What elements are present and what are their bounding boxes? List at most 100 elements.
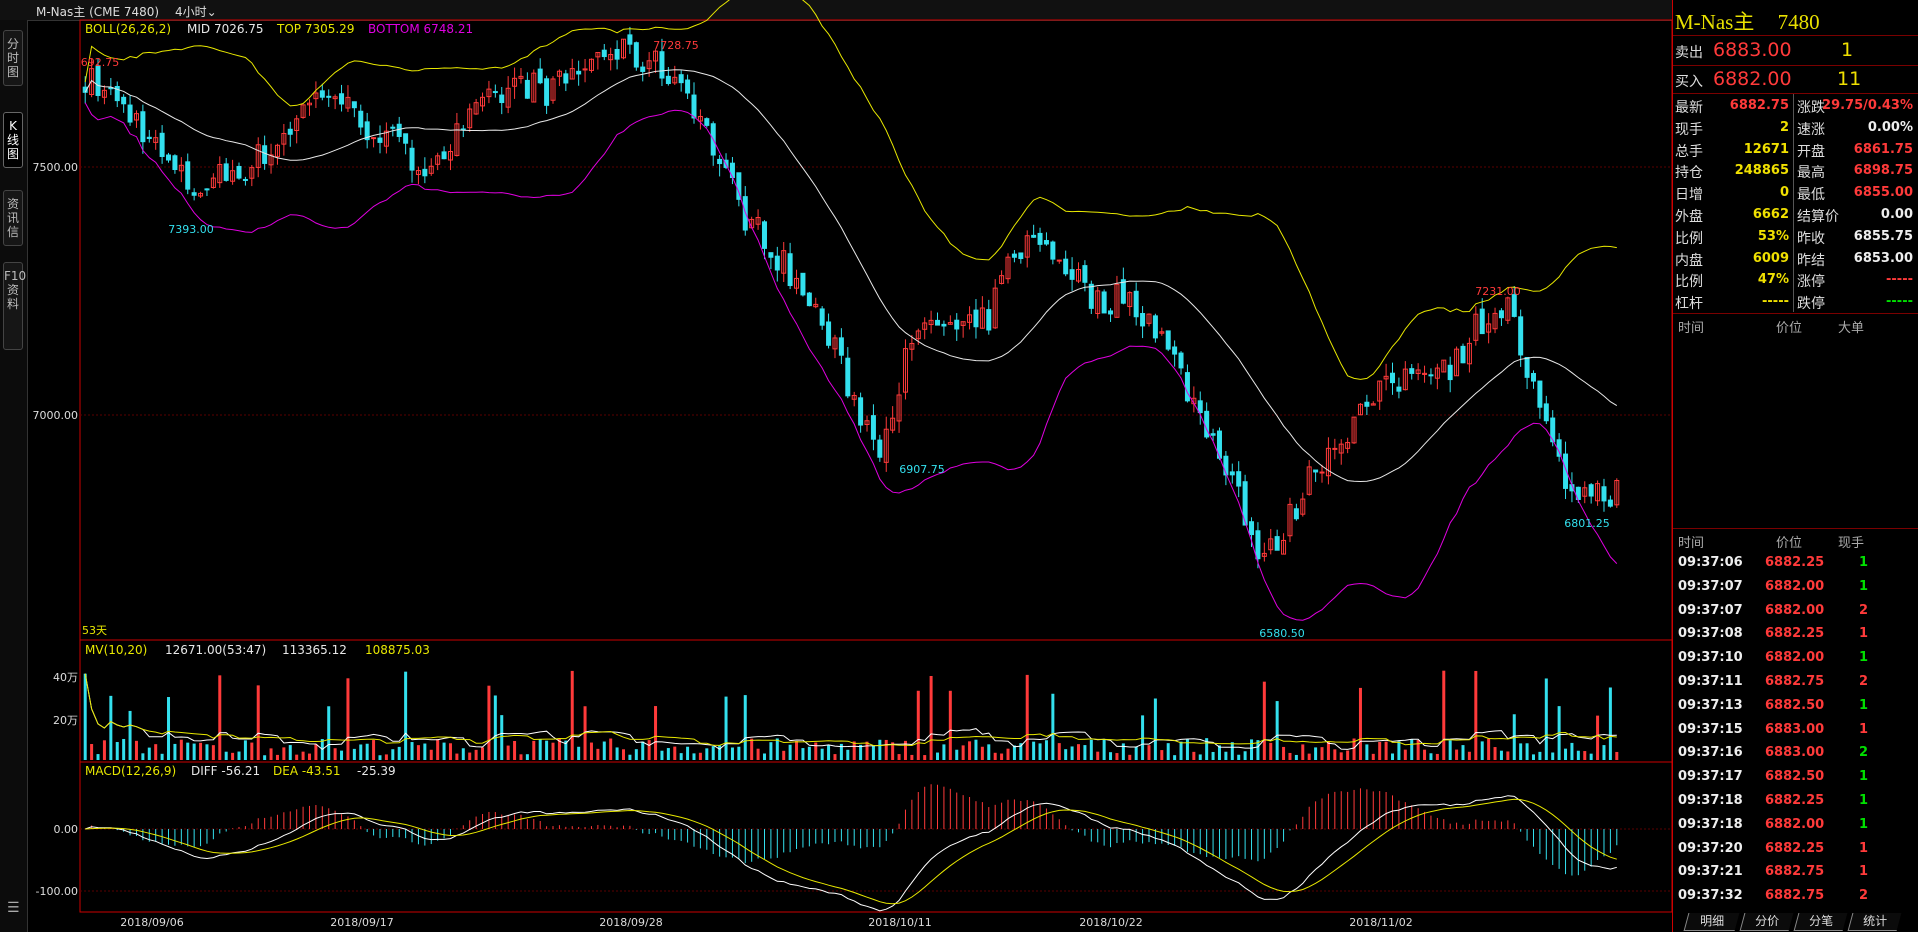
tick-row[interactable]: 09:37:18 6882.25 1: [1673, 789, 1918, 813]
candle-body: [230, 170, 236, 182]
candle-body: [454, 123, 460, 156]
price-annotation: 6580.50: [1259, 627, 1305, 640]
tick-row[interactable]: 09:37:07 6882.00 2: [1673, 599, 1918, 623]
quote-stat-row: 外盘 6662 结算价 0.00: [1673, 204, 1918, 226]
tick-row[interactable]: 09:37:15 6883.00 1: [1673, 718, 1918, 742]
volume-bar: [782, 750, 786, 760]
volume-bar: [487, 685, 491, 760]
volume-bar: [1019, 743, 1023, 760]
tab-statistics[interactable]: 统计: [1847, 913, 1902, 931]
tick-time: 09:37:15: [1678, 721, 1743, 737]
candle-body: [1255, 530, 1261, 560]
candle-body: [941, 323, 947, 327]
stat-label: 结算价: [1797, 209, 1839, 225]
kline-chart[interactable]: 7500.00 7000.00 40万 20万 0.00 -100.00 BOL…: [0, 0, 1672, 932]
tick-row[interactable]: 09:37:07 6882.00 1: [1673, 575, 1918, 599]
candle-body: [1223, 455, 1229, 476]
volume-bar: [980, 746, 984, 760]
ask-row[interactable]: 卖出 6883.00 1: [1673, 38, 1918, 64]
stat-value: 53%: [1757, 228, 1789, 244]
tab-detail[interactable]: 明细: [1683, 913, 1740, 931]
tab-by-price[interactable]: 分价: [1739, 913, 1794, 931]
volume-bar: [1538, 751, 1542, 760]
volume-bar: [1371, 753, 1375, 760]
volume-bar: [1256, 740, 1260, 760]
stat-label: 昨收: [1797, 230, 1825, 247]
volume-bar: [1493, 747, 1497, 760]
tick-row[interactable]: 09:37:13 6882.50 1: [1673, 694, 1918, 718]
volume-bar: [1032, 741, 1036, 760]
candle-body: [1595, 483, 1601, 502]
tick-row[interactable]: 09:37:08 6882.25 1: [1673, 622, 1918, 646]
candle-body: [781, 250, 787, 274]
tick-row[interactable]: 09:37:20 6882.25 1: [1673, 837, 1918, 861]
tick-row[interactable]: 09:37:21 6882.75 1: [1673, 860, 1918, 884]
volume-bar: [256, 685, 260, 760]
candle-body: [441, 151, 447, 160]
candle-body: [1261, 552, 1267, 557]
volume-bar: [1000, 753, 1004, 760]
quote-stat-row: 总手 12671 开盘 6861.75: [1673, 139, 1918, 161]
tick-row[interactable]: 09:37:11 6882.75 2: [1673, 670, 1918, 694]
tick-time: 09:37:16: [1678, 745, 1743, 761]
tab-f10[interactable]: F10资料: [3, 262, 26, 350]
tab-kline[interactable]: K线图: [3, 112, 23, 168]
volume-bar: [275, 754, 279, 760]
bid-row[interactable]: 买入 6882.00 11: [1673, 67, 1918, 93]
tick-time: 09:37:17: [1678, 769, 1743, 785]
menu-icon[interactable]: ☰: [7, 900, 20, 916]
volume-bar: [705, 748, 709, 760]
candle-body: [794, 277, 800, 289]
volume-bar: [538, 739, 542, 760]
volume-bar: [288, 745, 292, 760]
tick-qty: 1: [1859, 555, 1869, 570]
tick-row[interactable]: 09:37:18 6882.00 1: [1673, 813, 1918, 837]
candle-body: [928, 319, 934, 326]
candle-body: [166, 154, 172, 161]
candle-body: [1511, 294, 1517, 317]
volume-bar: [1461, 745, 1465, 760]
tick-row[interactable]: 09:37:32 6882.75 2: [1673, 884, 1918, 908]
price-annotation: 7728.75: [653, 39, 699, 52]
period-selector[interactable]: 4小时⌄: [175, 3, 217, 20]
volume-bar: [147, 747, 151, 760]
tab-by-trade[interactable]: 分笔: [1793, 913, 1848, 931]
price-annotation: 7231.00: [1475, 285, 1521, 298]
volume-bar: [987, 744, 991, 760]
candle-body: [435, 155, 441, 165]
volume-bar: [807, 746, 811, 760]
volume-bar: [775, 738, 779, 760]
stat-label: 最高: [1797, 165, 1825, 182]
stat-label: 涨跌: [1797, 100, 1825, 116]
quote-stat-row: 比例 53% 昨收 6855.75: [1673, 226, 1918, 248]
tab-news[interactable]: 资讯信: [3, 190, 23, 246]
stat-label: 最低: [1797, 187, 1825, 204]
tick-time: 09:37:21: [1678, 864, 1743, 880]
volume-bar: [134, 740, 138, 760]
candle-body: [358, 110, 364, 128]
symbol-selector[interactable]: M-Nas主 (CME 7480): [36, 5, 160, 19]
volume-bar: [1275, 701, 1279, 760]
candle-body: [1409, 368, 1415, 374]
tick-row[interactable]: 09:37:16 6883.00 2: [1673, 741, 1918, 765]
volume-bar: [1166, 743, 1170, 760]
price-annotation: 6907.75: [899, 463, 945, 476]
volume-bar: [448, 743, 452, 760]
volume-bar: [1397, 741, 1401, 760]
tab-timeshare[interactable]: 分时图: [3, 30, 23, 86]
mv-indicator-name: MV(10,20): [85, 643, 147, 657]
candle-body: [614, 48, 620, 60]
tick-row[interactable]: 09:37:17 6882.50 1: [1673, 765, 1918, 789]
price-tick-label: 7000.00: [33, 409, 79, 422]
tick-row[interactable]: 09:37:10 6882.00 1: [1673, 646, 1918, 670]
volume-bar: [1346, 750, 1350, 760]
candle-body: [1120, 279, 1126, 304]
volume-bar: [1205, 738, 1209, 760]
price-annotation: 7393.00: [168, 223, 214, 236]
candle-body: [1082, 265, 1088, 283]
tick-row[interactable]: 09:37:06 6882.25 1: [1673, 551, 1918, 575]
volume-bar: [455, 753, 459, 760]
candle-body: [1492, 312, 1498, 330]
volume-bar: [1339, 752, 1343, 760]
volume-bar: [1070, 746, 1074, 760]
